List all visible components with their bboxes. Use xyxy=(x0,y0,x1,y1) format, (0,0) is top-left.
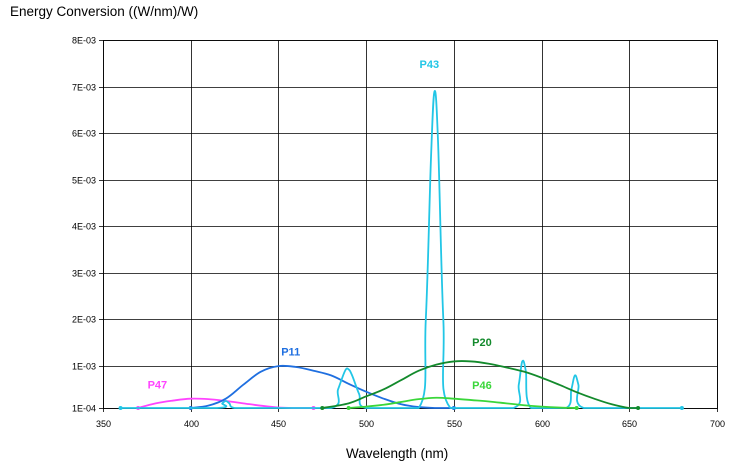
series-label-p46: P46 xyxy=(472,380,492,392)
y-tick-label: 6E-03 xyxy=(72,129,96,139)
series-line-p20 xyxy=(322,360,639,409)
y-tick-label: 4E-03 xyxy=(72,222,96,232)
series-label-p20: P20 xyxy=(472,337,492,349)
y-tick-label: 3E-03 xyxy=(72,269,96,279)
y-tick-label: 8E-03 xyxy=(72,36,96,46)
series-endpoint-p20 xyxy=(636,406,641,410)
x-tick-label: 500 xyxy=(359,419,374,429)
plot-area xyxy=(103,40,717,408)
y-tick-label: 5E-03 xyxy=(72,176,96,186)
y-tick-label: 1E-03 xyxy=(72,362,96,372)
series-endpoint-p43 xyxy=(679,406,684,410)
y-tick-label: 1E-04 xyxy=(72,404,96,414)
series-line-p43 xyxy=(120,90,682,409)
series-line-p46 xyxy=(348,396,577,409)
series-line-p11 xyxy=(190,364,454,409)
series-label-p47: P47 xyxy=(148,379,168,391)
y-tick-label: 7E-03 xyxy=(72,83,96,93)
x-tick-label: 450 xyxy=(271,419,286,429)
series-endpoint-p46 xyxy=(574,406,579,410)
x-tick-label: 350 xyxy=(96,419,111,429)
series-label-p11: P11 xyxy=(281,346,300,358)
series-endpoint-p46 xyxy=(346,406,351,410)
x-tick-label: 400 xyxy=(184,419,199,429)
series-endpoint-p20 xyxy=(320,406,325,410)
y-tick-label: 2E-03 xyxy=(72,315,96,325)
series-label-p43: P43 xyxy=(420,59,440,71)
x-tick-label: 700 xyxy=(710,419,725,429)
x-tick-label: 650 xyxy=(622,419,637,429)
x-axis-label: Wavelength (nm) xyxy=(346,446,449,461)
x-tick-label: 550 xyxy=(447,419,462,429)
x-tick-label: 600 xyxy=(535,419,550,429)
chart-title: Energy Conversion ((W/nm)/W) xyxy=(10,4,199,19)
series-endpoint-p43 xyxy=(118,406,123,410)
